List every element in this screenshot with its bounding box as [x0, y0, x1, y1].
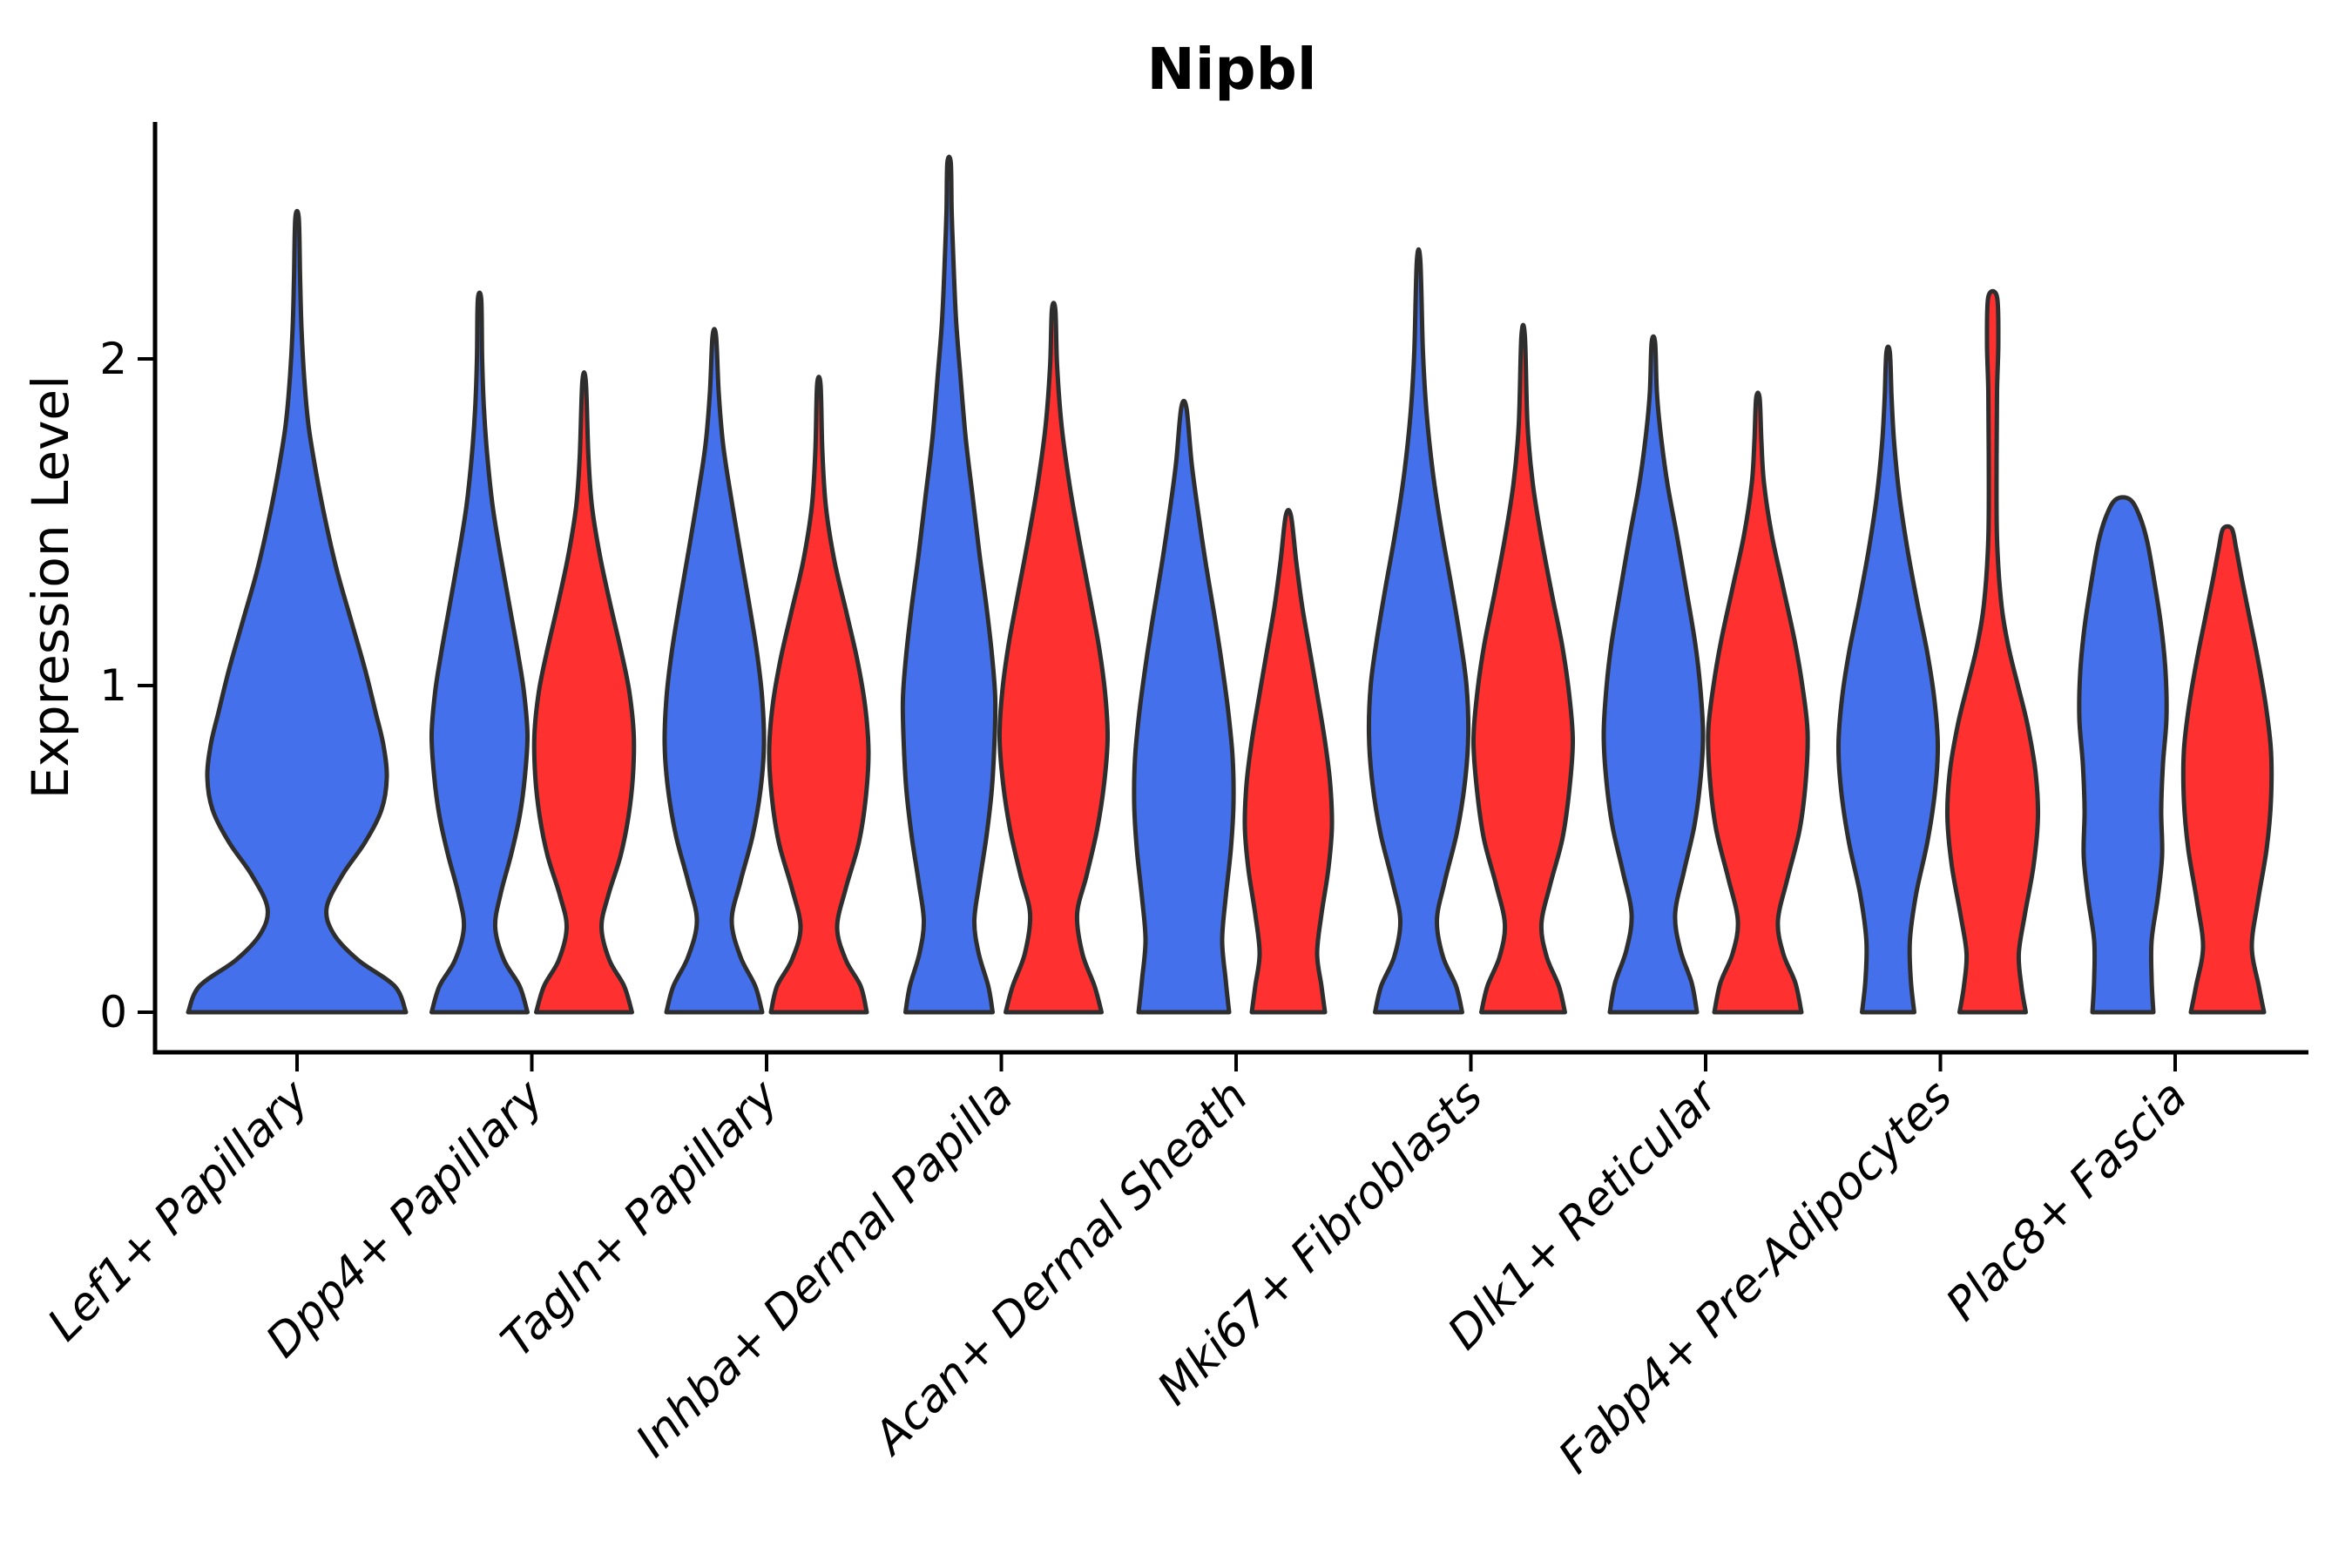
violin-lef1-papillary-blue [186, 208, 409, 1015]
y-tick-label: 0 [99, 987, 127, 1037]
violin-dlk1-reticular-blue [1601, 334, 1706, 1015]
violin-mki67-fibroblasts-blue [1366, 247, 1471, 1015]
violin-plac8-fascia-red [2180, 524, 2274, 1015]
x-tick-label-acan-dermal-sheath: Acan+ Dermal Sheath [862, 1071, 1258, 1466]
violin-acan-dermal-sheath-red [1242, 507, 1335, 1015]
violins-group [186, 154, 2274, 1015]
violin-dpp4-papillary-blue [429, 290, 531, 1015]
y-tick-label: 1 [99, 660, 127, 711]
violin-dpp4-papillary-red [531, 370, 637, 1015]
violin-fabp4-pre-adipocytes-blue [1835, 344, 1941, 1015]
violin-fabp4-pre-adipocytes-red [1944, 288, 2041, 1015]
violin-inhba-dermal-papilla-red [997, 301, 1111, 1015]
y-tick-label: 2 [99, 334, 127, 384]
violin-tagln-papillary-red [767, 375, 871, 1015]
x-tick-label-inhba-dermal-papilla: Inhba+ Dermal Papilla [626, 1071, 1024, 1468]
violin-plac8-fascia-blue [2077, 495, 2169, 1015]
violin-dlk1-reticular-red [1706, 390, 1810, 1015]
violin-mki67-fibroblasts-red [1471, 322, 1575, 1015]
y-axis-label: Expression Level [21, 375, 80, 799]
violin-inhba-dermal-papilla-blue [900, 154, 998, 1015]
violin-acan-dermal-sheath-blue [1132, 398, 1236, 1015]
chart-title: Nipbl [1147, 36, 1317, 103]
violin-tagln-papillary-blue [662, 327, 767, 1015]
x-tick-label-plac8-fascia: Plac8+ Fascia [1936, 1071, 2197, 1331]
x-tick-label-fabp4-pre-adipocytes: Fabp4+ Pre-Adipocytes [1549, 1071, 1963, 1484]
